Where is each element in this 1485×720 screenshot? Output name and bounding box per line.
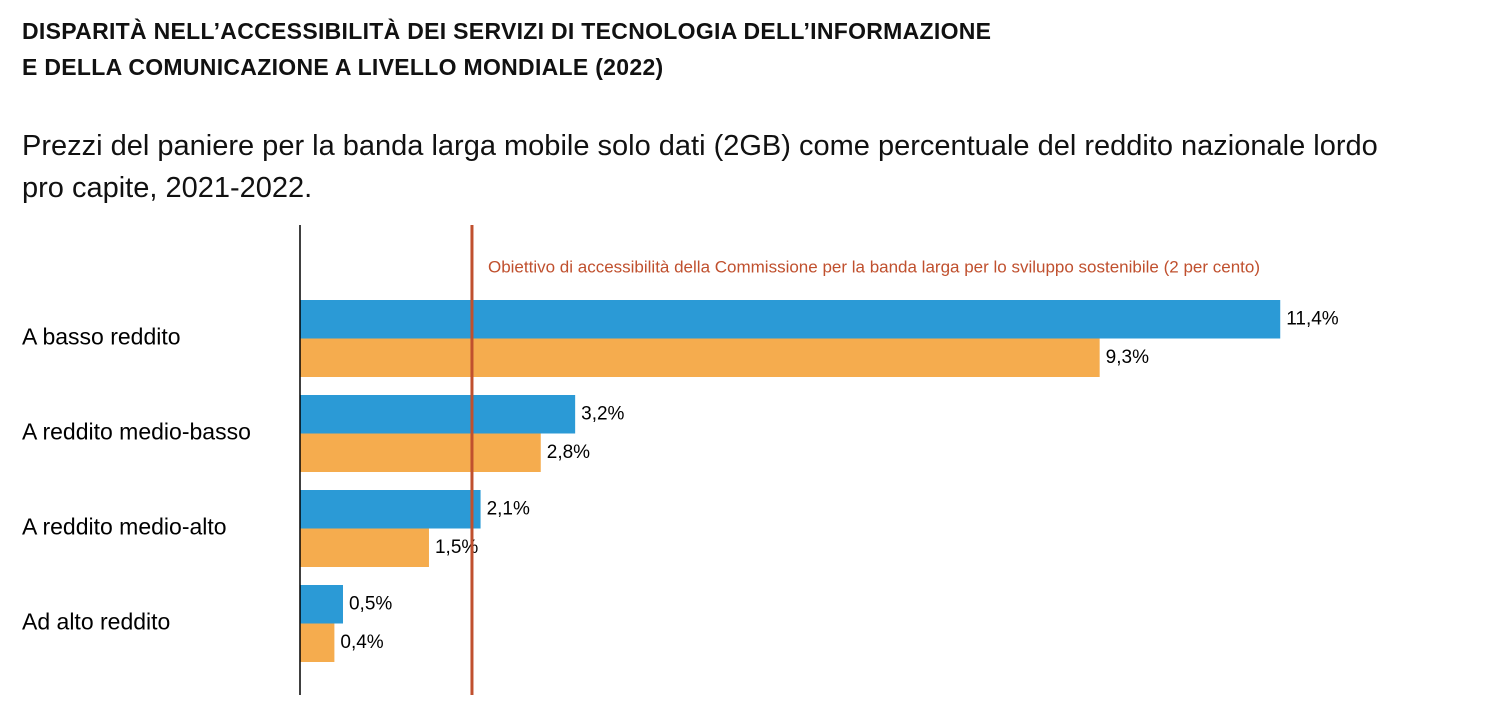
bar bbox=[300, 585, 343, 624]
bar bbox=[300, 338, 1100, 377]
reference-label: Obiettivo di accessibilità della Commiss… bbox=[488, 257, 1260, 276]
chart-subtitle: Prezzi del paniere per la banda larga mo… bbox=[22, 130, 1378, 162]
value-label: 2,1% bbox=[487, 498, 530, 519]
bar bbox=[300, 433, 541, 472]
value-label: 2,8% bbox=[547, 442, 590, 463]
category-label: A basso reddito bbox=[22, 324, 181, 350]
value-label: 9,3% bbox=[1106, 347, 1149, 368]
chart-title: DISPARITÀ NELL’ACCESSIBILITÀ DEI SERVIZI… bbox=[22, 18, 992, 44]
chart-title: E DELLA COMUNICAZIONE A LIVELLO MONDIALE… bbox=[22, 54, 664, 80]
value-label: 0,5% bbox=[349, 593, 392, 614]
category-label: A reddito medio-basso bbox=[22, 419, 251, 445]
bar bbox=[300, 623, 335, 662]
category-label: A reddito medio-alto bbox=[22, 514, 227, 540]
chart-subtitle: pro capite, 2021-2022. bbox=[22, 172, 313, 204]
bar bbox=[300, 490, 481, 529]
bar bbox=[300, 300, 1281, 339]
bar bbox=[300, 528, 429, 567]
category-label: Ad alto reddito bbox=[22, 609, 170, 635]
bar bbox=[300, 395, 576, 434]
value-label: 11,4% bbox=[1286, 308, 1339, 329]
value-label: 0,4% bbox=[340, 632, 383, 653]
value-label: 1,5% bbox=[435, 537, 478, 558]
value-label: 3,2% bbox=[581, 403, 624, 424]
